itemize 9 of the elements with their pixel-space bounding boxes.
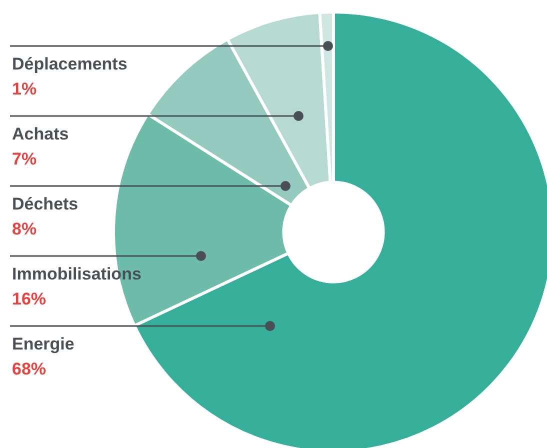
slice-label: Energie bbox=[12, 334, 74, 354]
data-label: 16% bbox=[12, 290, 46, 309]
slice-label: Déplacements bbox=[12, 54, 128, 74]
data-label: 8% bbox=[12, 220, 37, 239]
data-label: 68% bbox=[12, 360, 46, 379]
data-label: 1% bbox=[12, 80, 37, 99]
slice-label: Déchets bbox=[12, 194, 78, 214]
slice-label: Achats bbox=[12, 124, 69, 144]
data-label: 7% bbox=[12, 150, 37, 169]
